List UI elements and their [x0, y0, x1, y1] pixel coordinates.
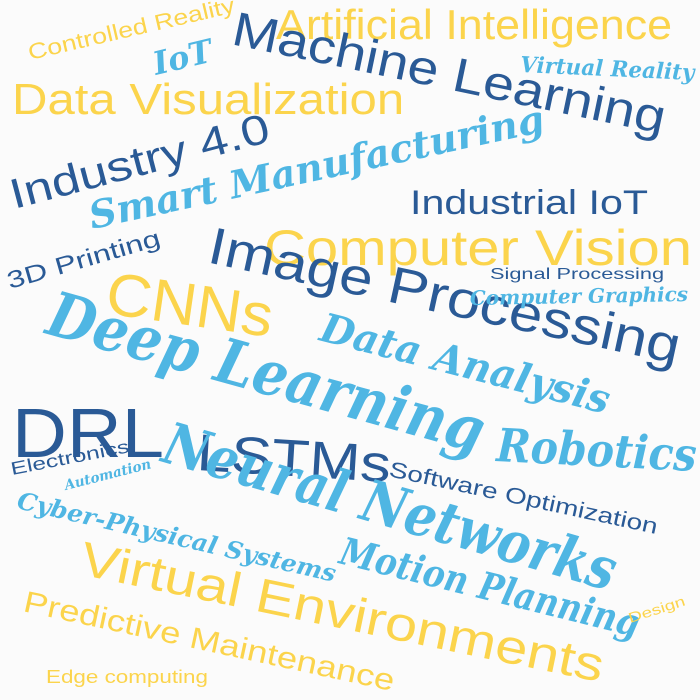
- word-design: Design: [626, 592, 688, 626]
- word-robotics: Robotics: [495, 418, 698, 483]
- word-drl: DRL: [12, 393, 164, 472]
- word-computer-vision: Computer Vision: [264, 220, 693, 276]
- word-iot: IoT: [149, 31, 217, 83]
- word-data-visualization: Data Visualization: [12, 74, 405, 124]
- word-industrial-iot: Industrial IoT: [410, 184, 648, 223]
- word-edge-computing: Edge computing: [46, 667, 208, 688]
- word-signal-processing: Signal Processing: [490, 265, 665, 283]
- word-artificial-intelligence: Artificial Intelligence: [276, 0, 673, 48]
- word-computer-graphics: Computer Graphics: [469, 281, 689, 310]
